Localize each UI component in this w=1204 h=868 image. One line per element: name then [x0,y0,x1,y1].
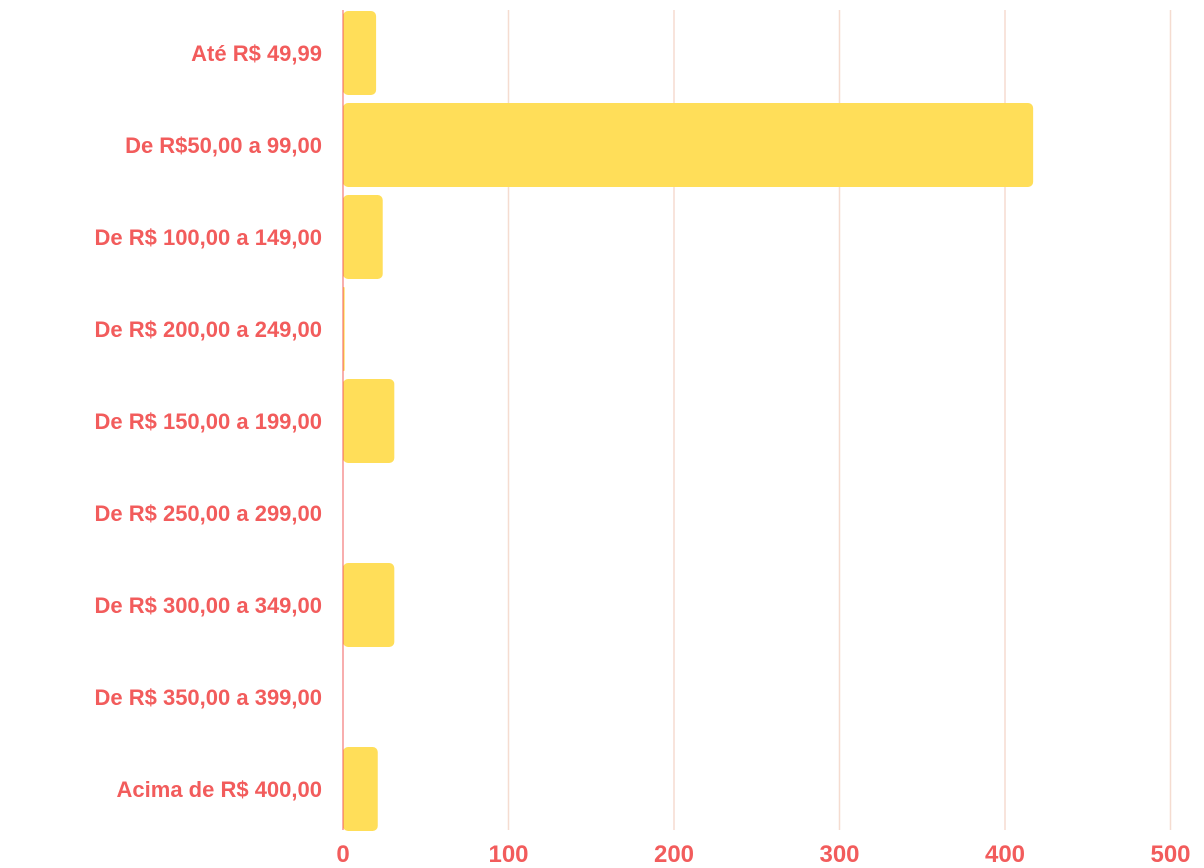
x-tick-label: 300 [819,841,859,868]
category-label: De R$ 300,00 a 349,00 [94,593,322,618]
bar [343,103,1034,187]
category-label: De R$ 250,00 a 299,00 [94,501,322,526]
x-tick-label: 400 [985,841,1025,868]
bar [343,563,395,647]
bar [343,747,378,831]
x-tick-label: 100 [488,841,528,868]
category-label: De R$ 350,00 a 399,00 [94,685,322,710]
bar [343,11,377,95]
category-labels: Até R$ 49,99 De R$50,00 a 99,00 De R$ 100,… [94,41,322,802]
category-label: De R$ 200,00 a 249,00 [94,317,322,342]
x-tick-label: 200 [654,841,694,868]
category-label: De R$ 100,00 a 149,00 [94,225,322,250]
x-tick-labels: 0 100 200 300 400 500 [336,841,1190,868]
bar [343,195,383,279]
category-label: Até R$ 49,99 [191,41,322,66]
bar [343,379,395,463]
category-label: De R$50,00 a 99,00 [125,133,322,158]
category-label: De R$ 150,00 a 199,00 [94,409,322,434]
x-tick-label: 0 [336,841,349,868]
bars [343,11,1034,831]
category-label: Acima de R$ 400,00 [117,777,322,802]
x-tick-label: 500 [1150,841,1190,868]
